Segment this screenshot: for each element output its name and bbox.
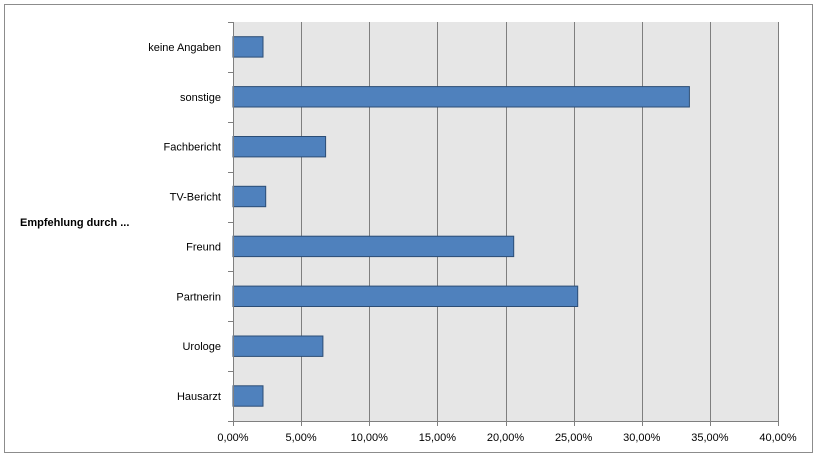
- bar-keine-angaben: [232, 36, 264, 58]
- x-tick-label: 15,00%: [419, 432, 457, 444]
- bar-urologe: [232, 335, 324, 357]
- bar-partnerin: [232, 285, 579, 308]
- category-label: Partnerin: [176, 291, 221, 303]
- x-tick-label: 35,00%: [691, 432, 729, 444]
- bars: [232, 36, 690, 407]
- x-tick-label: 5,00%: [285, 432, 316, 444]
- category-label: sonstige: [180, 92, 221, 104]
- y-axis-title: Empfehlung durch ...: [20, 217, 129, 229]
- category-label: keine Angaben: [148, 42, 221, 54]
- category-label: Hausarzt: [177, 391, 221, 403]
- x-tick-label: 40,00%: [759, 432, 797, 444]
- bar-hausarzt: [232, 385, 264, 407]
- category-label: Fachbericht: [164, 142, 221, 154]
- category-label: TV-Bericht: [170, 192, 221, 204]
- plot-area: [233, 22, 778, 421]
- bar-fachbericht: [232, 136, 327, 158]
- category-label: Freund: [186, 241, 221, 253]
- x-tick-label: 30,00%: [623, 432, 661, 444]
- category-labels: Hausarzt Urologe Partnerin Freund TV-Bericht…: [148, 42, 221, 403]
- bar-tv-bericht: [232, 185, 267, 208]
- category-label: Urologe: [182, 341, 221, 353]
- x-tick-label: 20,00%: [487, 432, 525, 444]
- bar-sonstige: [232, 86, 690, 108]
- x-tick-label: 0,00%: [217, 432, 248, 444]
- axes: [228, 22, 779, 426]
- x-tick-labels: 0,00% 5,00% 10,00% 15,00% 20,00% 25,00% 30,00%…: [217, 432, 796, 444]
- x-tick-label: 25,00%: [555, 432, 593, 444]
- x-tick-label: 10,00%: [351, 432, 389, 444]
- bar-freund: [232, 235, 515, 258]
